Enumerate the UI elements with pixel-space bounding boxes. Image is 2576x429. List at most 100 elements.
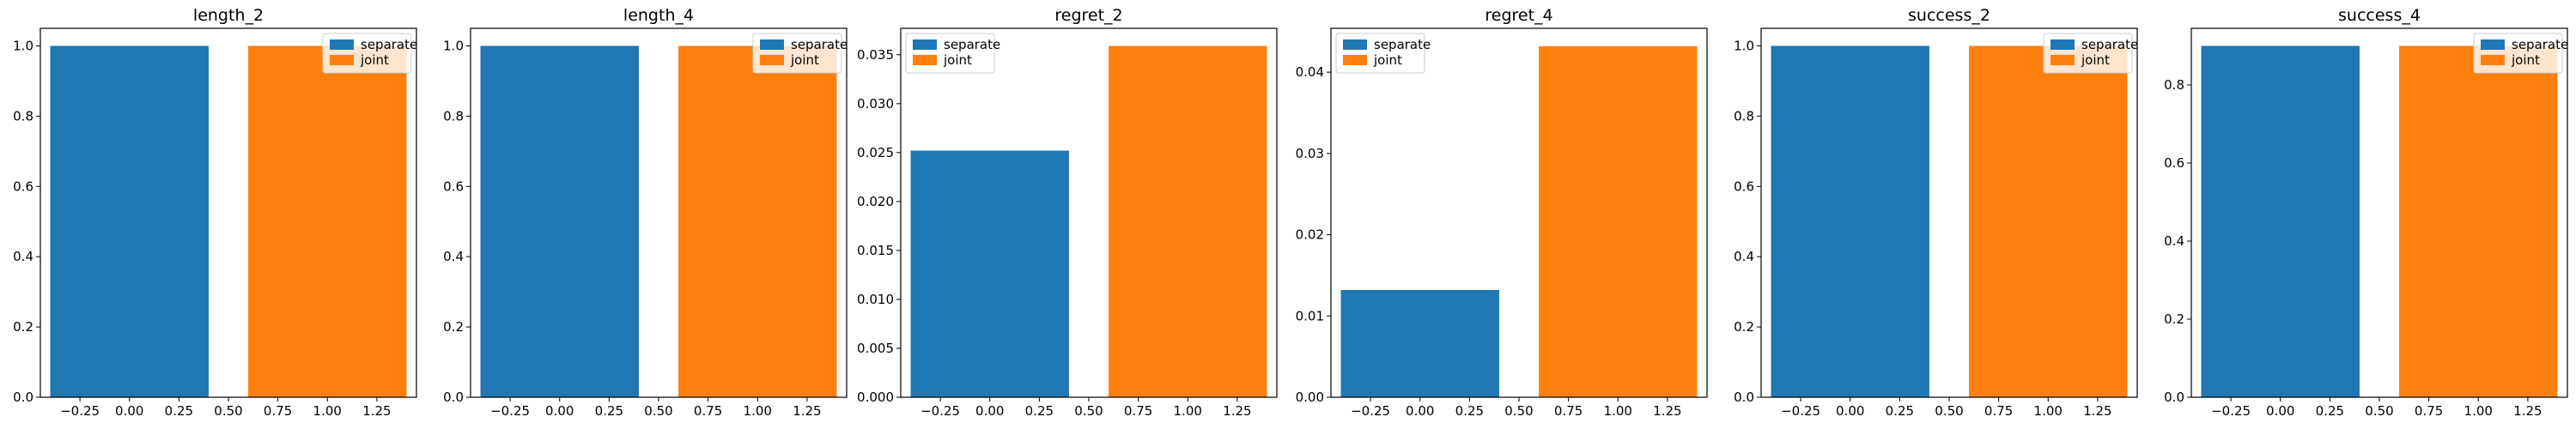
y-tick-label: 0.0 <box>13 390 33 405</box>
y-tick-label: 0.8 <box>1734 108 1754 124</box>
legend-swatch-separate <box>2481 39 2505 50</box>
x-tick-label: −0.25 <box>1781 403 1820 419</box>
bar-joint <box>248 45 407 397</box>
legend-swatch-separate <box>2050 39 2075 50</box>
legend-swatch-separate <box>913 39 937 50</box>
x-tick-label: 0.50 <box>2365 403 2393 419</box>
x-tick-label: 0.75 <box>1554 403 1583 419</box>
y-tick-label: 0.2 <box>443 319 464 335</box>
x-tick-label: 0.00 <box>975 403 1004 419</box>
legend-label-separate: separate <box>1374 37 1431 52</box>
x-tick-label: −0.25 <box>490 403 530 419</box>
chart-title: length_4 <box>623 6 694 25</box>
x-tick-label: 1.00 <box>2034 403 2063 419</box>
y-tick-label: 0.6 <box>2164 155 2184 171</box>
y-tick-label: 0.0 <box>443 390 464 405</box>
x-tick-label: 1.25 <box>2513 403 2542 419</box>
x-tick-label: 0.50 <box>1504 403 1533 419</box>
x-tick-label: −0.25 <box>60 403 100 419</box>
chart-title: regret_2 <box>1054 6 1122 25</box>
x-tick-label: 0.75 <box>1984 403 2013 419</box>
x-tick-label: 1.00 <box>1604 403 1632 419</box>
y-tick-label: 0.2 <box>13 319 33 335</box>
legend-swatch-joint <box>2050 55 2075 65</box>
x-tick-label: 1.00 <box>313 403 342 419</box>
y-tick-label: 0.0 <box>2164 390 2184 405</box>
x-tick-label: 1.00 <box>2464 403 2493 419</box>
y-tick-label: 0.2 <box>2164 311 2184 327</box>
legend-label-joint: joint <box>790 52 819 68</box>
x-tick-label: 1.25 <box>362 403 391 419</box>
y-tick-label: 0.02 <box>1296 227 1324 243</box>
y-tick-label: 0.4 <box>2164 233 2184 249</box>
legend-swatch-joint <box>760 55 784 65</box>
y-tick-label: 0.000 <box>857 390 894 405</box>
x-tick-label: 1.00 <box>744 403 772 419</box>
y-tick-label: 0.6 <box>443 178 464 194</box>
bar-separate <box>2201 45 2360 397</box>
bar-joint <box>1969 45 2128 397</box>
y-tick-label: 0.00 <box>1296 390 1324 405</box>
x-tick-label: 0.25 <box>1455 403 1484 419</box>
y-tick-label: 0.6 <box>1734 178 1754 194</box>
y-tick-label: 0.4 <box>443 249 464 264</box>
y-tick-label: 0.015 <box>857 243 894 258</box>
y-tick-label: 0.8 <box>2164 77 2184 93</box>
x-tick-label: 0.50 <box>214 403 242 419</box>
y-tick-label: 0.010 <box>857 292 894 307</box>
legend-swatch-joint <box>913 55 937 65</box>
x-tick-label: 0.25 <box>1025 403 1054 419</box>
x-tick-label: 0.75 <box>694 403 722 419</box>
y-tick-label: 0.8 <box>13 108 33 124</box>
bar-separate <box>50 45 209 397</box>
y-tick-label: 0.005 <box>857 341 894 356</box>
subplot-success_2: success_2 −0.25 0.00 0.25 0.50 0.75 1.00 1.25 0.… <box>1734 6 2138 419</box>
y-tick-label: 0.03 <box>1296 146 1324 161</box>
x-tick-label: 0.00 <box>2266 403 2294 419</box>
y-tick-label: 1.0 <box>1734 38 1754 53</box>
legend-label-joint: joint <box>1373 52 1402 68</box>
legend-swatch-separate <box>1343 39 1367 50</box>
x-tick-label: 0.75 <box>264 403 292 419</box>
legend-swatch-separate <box>330 39 354 50</box>
x-tick-label: 1.25 <box>2083 403 2111 419</box>
x-tick-label: 0.75 <box>2415 403 2443 419</box>
legend-label-separate: separate <box>791 37 848 52</box>
legend-label-separate: separate <box>361 37 417 52</box>
x-tick-label: 1.25 <box>793 403 821 419</box>
bar-separate <box>480 45 639 397</box>
x-tick-label: −0.25 <box>2211 403 2251 419</box>
legend-swatch-joint <box>330 55 354 65</box>
x-tick-label: 0.25 <box>595 403 623 419</box>
y-tick-label: 0.025 <box>857 145 894 160</box>
bar-joint <box>1109 45 1267 397</box>
x-tick-label: 0.00 <box>115 403 143 419</box>
y-tick-label: 0.4 <box>1734 249 1754 264</box>
chart-title: regret_4 <box>1485 6 1552 25</box>
x-tick-label: 1.25 <box>1223 403 1251 419</box>
legend-label-separate: separate <box>944 37 1000 52</box>
x-tick-label: −0.25 <box>920 403 960 419</box>
x-tick-label: −0.25 <box>1351 403 1390 419</box>
y-tick-label: 0.04 <box>1296 64 1324 80</box>
x-tick-label: 0.50 <box>1935 403 1963 419</box>
y-tick-label: 0.4 <box>13 249 33 264</box>
x-tick-label: 1.25 <box>1653 403 1681 419</box>
x-tick-label: 0.75 <box>1124 403 1152 419</box>
x-tick-label: 1.00 <box>1174 403 1202 419</box>
y-tick-label: 1.0 <box>443 38 464 53</box>
x-tick-label: 0.00 <box>1406 403 1434 419</box>
legend-label-joint: joint <box>2511 52 2540 68</box>
y-tick-label: 0.030 <box>857 96 894 112</box>
legend-label-separate: separate <box>2512 37 2568 52</box>
legend-swatch-joint <box>1343 55 1367 65</box>
subplot-regret_4: regret_4 −0.25 0.00 0.25 0.50 0.75 1.00 1.25 0.0… <box>1296 6 1708 419</box>
y-tick-label: 0.2 <box>1734 319 1754 335</box>
x-tick-label: 0.25 <box>165 403 193 419</box>
